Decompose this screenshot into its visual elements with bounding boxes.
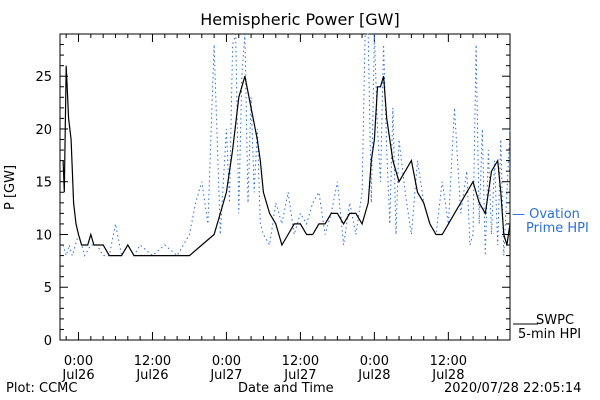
x-tick-label-time: 0:00 [64,354,93,369]
legend-ovation-line1: — Ovation [512,207,580,222]
y-axis-label: P [GW] [3,164,18,210]
x-tick-label-time: 0:00 [360,354,389,369]
series-lines [62,33,511,258]
x-tick-label-date: Jul28 [431,368,464,383]
legend-swpc-line2: 5-min HPI [518,327,582,342]
plot-timestamp: 2020/07/28 22:05:14 [444,381,582,396]
legend-swpc-line1: SWPC [536,313,575,328]
x-tick-label-date: Jul28 [357,368,390,383]
legend-ovation-line2: Prime HPI [526,221,589,236]
x-tick-label-date: Jul26 [135,368,168,383]
y-axis-ticks: 0 5 10 15 20 25 [35,44,510,349]
swpc-series-line [62,65,511,257]
y-tick-label: 5 [44,281,52,296]
x-tick-label-time: 0:00 [212,354,241,369]
plot-credit: Plot: CCMC [6,381,78,396]
y-tick-label: 20 [35,123,52,138]
x-tick-label-date: Jul27 [209,368,242,383]
x-tick-label-date: Jul26 [61,368,94,383]
y-tick-label: 25 [35,70,52,85]
x-tick-label-date: Jul27 [283,368,316,383]
ovation-prime-series-line [62,33,511,258]
y-tick-label: 10 [35,228,52,243]
y-tick-label: 15 [35,176,52,191]
chart-title: Hemispheric Power [GW] [200,10,400,29]
y-tick-label: 0 [44,334,52,349]
x-tick-label-time: 12:00 [282,354,319,369]
x-tick-label-time: 12:00 [134,354,171,369]
x-axis-ticks: 0:00Jul2612:00Jul260:00Jul2712:00Jul270:… [61,34,511,383]
x-axis-label: Date and Time [238,381,334,396]
x-tick-label-time: 12:00 [430,354,467,369]
plot-frame [59,33,511,341]
